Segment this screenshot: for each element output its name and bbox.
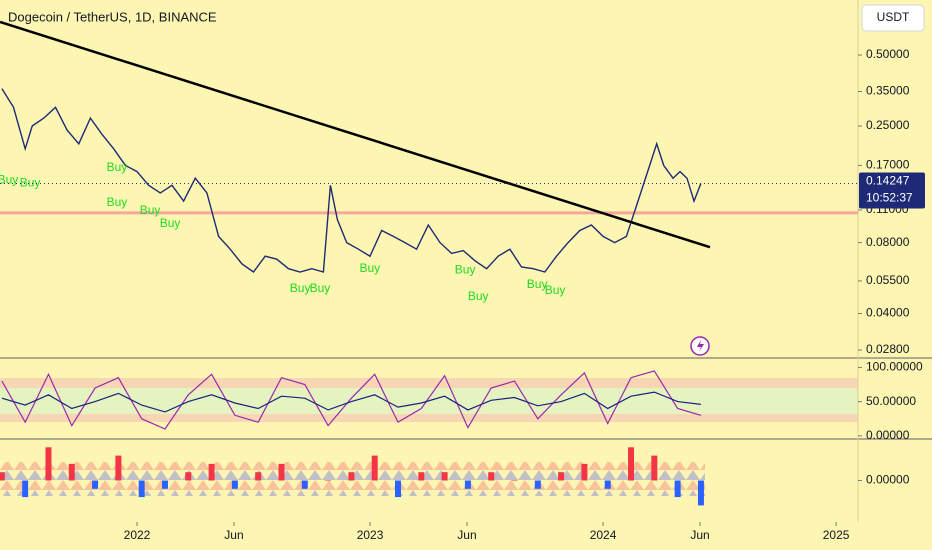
marks: 0.500000.350000.250000.170000.110000.080… [0, 20, 925, 542]
bar [68, 463, 75, 481]
bar [92, 480, 99, 489]
bar [581, 463, 588, 481]
buy-signal: Buy [107, 195, 128, 209]
bar [208, 463, 215, 481]
upper-band [0, 378, 858, 388]
y-tick-label: 0.35000 [866, 84, 910, 98]
currency-button[interactable] [861, 4, 925, 32]
bar [138, 480, 145, 498]
x-tick-label: Jun [224, 528, 243, 542]
bar [45, 447, 52, 481]
bar [115, 455, 122, 481]
bar [558, 472, 565, 481]
bar [511, 480, 518, 481]
y-tick-label: 0.04000 [866, 306, 910, 320]
bar [325, 480, 332, 481]
bar [0, 472, 5, 481]
alert-bolt [697, 340, 704, 352]
price-tag [859, 172, 925, 209]
trend-line [0, 20, 711, 249]
buy-signal: Buy [310, 281, 331, 295]
buy-signal: Buy [107, 160, 128, 174]
bar [371, 455, 378, 481]
buy-signal: Buy [160, 216, 181, 230]
y-tick-label: 100.00000 [866, 360, 923, 374]
y-tick-label: 0.50000 [866, 47, 910, 61]
buy-signal: Buy [359, 261, 380, 275]
bar [534, 480, 541, 489]
x-tick-label: 2023 [357, 528, 384, 542]
buy-signal: Buy [455, 263, 476, 277]
x-tick-label: Jun [457, 528, 476, 542]
buy-signal: Buy [0, 172, 18, 186]
bar [161, 480, 168, 489]
bar [464, 480, 471, 489]
y-tick-label: 0.17000 [866, 158, 910, 172]
buy-signal: Buy [468, 289, 489, 303]
bar [441, 472, 448, 481]
y-tick-label: 50.00000 [866, 394, 916, 408]
currency-label[interactable]: USDT [877, 10, 910, 24]
bar [231, 480, 238, 489]
y-tick-label: 0.25000 [866, 118, 910, 132]
bar [395, 480, 402, 498]
x-tick-label: Jun [690, 528, 709, 542]
bar [418, 472, 425, 481]
buy-signal: Buy [140, 203, 161, 217]
x-tick-label: 2025 [823, 528, 850, 542]
bar [301, 480, 308, 489]
chart-title: Dogecoin / TetherUS, 1D, BINANCE [8, 9, 217, 24]
price-tag-value: 0.14247 [866, 174, 910, 188]
bar [488, 472, 495, 481]
y-tick-label: 0.08000 [866, 235, 910, 249]
y-tick-label: 0.00000 [866, 473, 910, 487]
series-line [1, 88, 702, 273]
price-tag-countdown: 10:52:37 [866, 191, 913, 205]
bar [697, 480, 704, 506]
y-tick-label: 0.05500 [866, 273, 910, 287]
bar [348, 472, 355, 481]
x-tick-label: 2022 [124, 528, 151, 542]
bar [255, 472, 262, 481]
lower-band [0, 414, 858, 422]
buy-signal: Buy [527, 277, 548, 291]
series-line [1, 370, 702, 430]
bar [278, 463, 285, 481]
bar [22, 480, 29, 498]
bar [604, 480, 611, 489]
x-tick-label: 2024 [590, 528, 617, 542]
y-tick-label: 0.00000 [866, 428, 910, 442]
bar [674, 480, 681, 498]
buy-signal: Buy [290, 281, 311, 295]
bar [651, 455, 658, 481]
buy-signal: Buy [20, 175, 41, 189]
series-line [1, 391, 701, 413]
bar [628, 447, 635, 481]
y-tick-label: 0.02800 [866, 342, 910, 356]
buy-signal: Buy [545, 283, 566, 297]
bar [185, 472, 192, 481]
